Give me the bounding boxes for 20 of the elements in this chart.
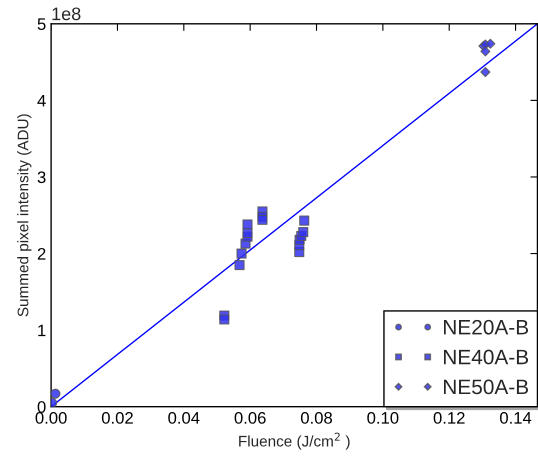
x-tick-label: 0.00: [36, 412, 67, 424]
x-axis-title: Fluence (J/cm$^{2}$ ): [239, 432, 350, 450]
x-tick-label: 0.14: [500, 412, 532, 424]
y-axis-title: Summed pixel intensity (ADU): [17, 114, 32, 316]
x-tick-label: 0.04: [168, 412, 200, 424]
y-tick-label: 2: [38, 248, 46, 260]
legend-label: NE40A-B: [444, 350, 528, 364]
x-tick-label: 0.10: [367, 412, 398, 424]
x-tick-label: 0.02: [102, 412, 133, 424]
x-tick-label: 0.08: [300, 412, 332, 424]
y-tick-label: 0: [38, 401, 46, 413]
x-tick-label: 0.06: [234, 412, 266, 424]
y-tick-label: 3: [38, 171, 46, 184]
legend-label: NE20A-B: [444, 320, 528, 335]
legend-label: NE50A-B: [444, 380, 528, 394]
x-tick-label: 0.12: [434, 412, 465, 424]
text: 1e8: [52, 7, 80, 20]
y-tick-label: 5: [38, 18, 46, 30]
y-tick-label: 4: [37, 94, 46, 106]
y-tick-label: 1: [38, 324, 46, 336]
